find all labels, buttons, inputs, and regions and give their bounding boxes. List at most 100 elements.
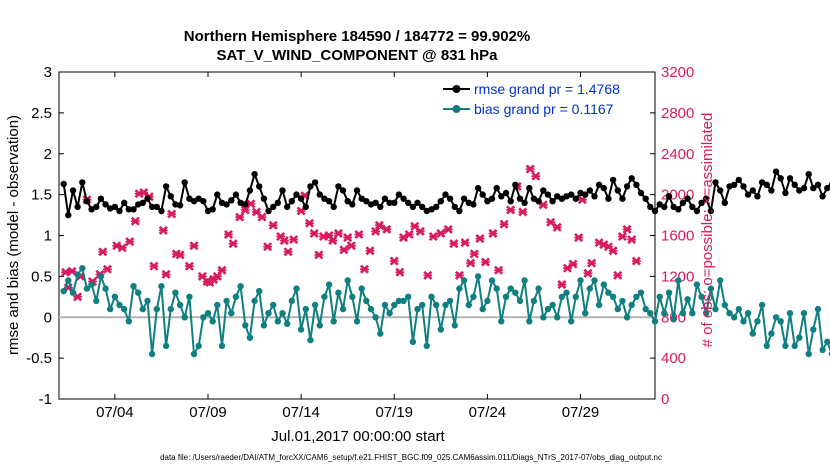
rmse-point	[353, 187, 361, 194]
rmse-point	[717, 187, 724, 194]
bias-point	[307, 336, 314, 344]
assimilated-obs-marker	[235, 212, 245, 222]
rmse-point	[675, 206, 682, 213]
rmse-point	[749, 187, 756, 194]
bias-point	[65, 277, 72, 284]
y-tick-label-right: 2800	[661, 105, 694, 122]
bias-point	[330, 318, 337, 325]
bias-point	[284, 320, 291, 327]
rmse-point	[786, 175, 794, 182]
bias-point	[172, 289, 179, 296]
bias-point	[558, 293, 566, 300]
assimilated-obs-marker	[552, 222, 562, 232]
rmse-point	[502, 189, 510, 197]
rmse-point	[339, 187, 347, 194]
x-tick-label: 07/29	[562, 404, 600, 421]
rmse-point	[158, 207, 165, 215]
x-tick-label: 07/19	[375, 404, 413, 421]
y-tick-label-left: 3	[44, 64, 52, 81]
assimilated-obs-marker	[415, 226, 425, 236]
rmse-point	[460, 195, 468, 202]
bias-point	[540, 314, 547, 321]
assimilated-obs-marker	[98, 247, 108, 257]
bias-point	[218, 342, 226, 350]
bias-point	[740, 318, 747, 325]
assimilated-obs-marker	[506, 205, 516, 215]
bias-point	[93, 297, 100, 305]
rmse-point	[111, 203, 119, 211]
bias-point	[195, 342, 202, 350]
bias-point	[786, 310, 794, 317]
rmse-point	[307, 183, 314, 190]
bias-point	[637, 289, 645, 296]
bias-point	[605, 289, 612, 296]
bias-point	[754, 318, 761, 325]
bias-point	[148, 350, 156, 358]
y-tick-label-left: 0.5	[31, 268, 52, 285]
assimilated-obs-marker	[436, 228, 446, 238]
assimilated-obs-marker	[175, 250, 185, 260]
rmse-point	[88, 206, 95, 213]
bias-point	[749, 330, 756, 337]
bias-point	[535, 285, 542, 292]
assimilated-obs-marker	[223, 229, 234, 239]
rmse-point	[391, 199, 398, 206]
bias-point	[251, 297, 258, 305]
rmse-point	[330, 203, 337, 211]
chart-subtitle: SAT_V_WIND_COMPONENT @ 831 hPa	[216, 47, 498, 64]
bias-point	[796, 334, 803, 341]
assimilated-obs-marker	[371, 226, 381, 236]
bias-point	[609, 293, 617, 300]
bias-point	[726, 310, 733, 317]
assimilated-obs-marker	[354, 229, 364, 239]
bias-point	[554, 314, 561, 321]
rmse-point	[270, 203, 277, 211]
rmse-point	[679, 199, 687, 206]
rmse-point	[549, 198, 556, 205]
assimilated-obs-marker	[499, 219, 509, 229]
rmse-point	[437, 198, 444, 205]
bias-point	[135, 289, 142, 296]
rmse-point	[232, 191, 240, 198]
rmse-point	[772, 168, 780, 175]
bias-point	[661, 310, 668, 317]
y-tick-label-left: -1	[39, 391, 52, 408]
rmse-point	[144, 195, 151, 202]
bias-point	[777, 318, 784, 325]
chart-title: Northern Hemisphere 184590 / 184772 = 99…	[184, 28, 530, 45]
rmse-point	[591, 193, 598, 200]
rmse-point	[498, 193, 505, 200]
y-tick-label-right: 400	[661, 350, 686, 367]
rmse-point	[763, 181, 770, 188]
rmse-point	[810, 184, 817, 192]
bias-point	[563, 289, 570, 296]
bias-point	[493, 285, 500, 292]
rmse-point	[530, 195, 538, 202]
rmse-point	[274, 199, 281, 206]
y-tick-label-left: 2.5	[31, 105, 52, 122]
bias-point	[614, 305, 621, 313]
bias-point	[316, 322, 323, 329]
bias-point	[484, 297, 491, 305]
rmse-point	[493, 184, 500, 192]
assimilated-obs-marker	[475, 234, 485, 244]
rmse-point	[344, 198, 351, 205]
assimilated-obs-marker	[617, 232, 627, 242]
rmse-point	[260, 195, 268, 202]
bias-point	[297, 326, 305, 333]
y-axis-label-left: rmse and bias (model - observation)	[5, 115, 22, 355]
rmse-point	[554, 193, 561, 200]
rmse-point	[256, 183, 263, 190]
x-ticks: 07/04 07/09 07/14 07/19 07/24 07/29	[96, 72, 599, 421]
y-tick-label-right: 1200	[661, 268, 694, 285]
rmse-point	[162, 183, 170, 190]
bias-point	[325, 281, 333, 288]
bias-point	[670, 315, 677, 323]
bias-point	[488, 277, 496, 284]
assimilated-obs-marker	[518, 207, 528, 217]
assimilated-obs-marker	[283, 247, 293, 257]
bias-point	[288, 297, 295, 305]
assimilated-obs-marker	[346, 241, 356, 251]
rmse-point	[796, 187, 803, 194]
assimilated-obs-marker	[608, 246, 618, 256]
